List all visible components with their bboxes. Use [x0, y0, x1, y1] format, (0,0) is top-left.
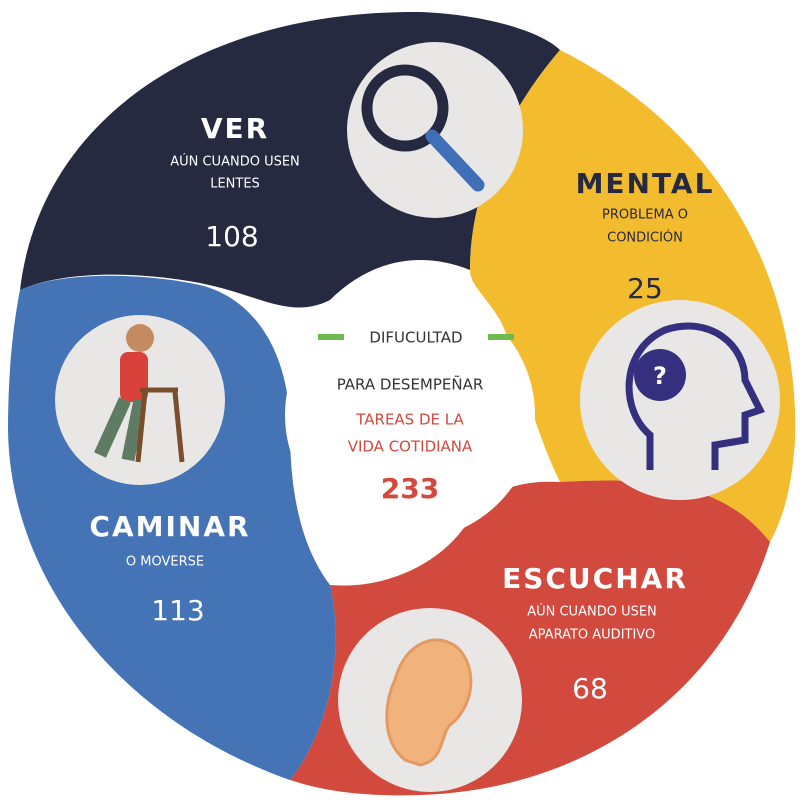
segment-text: PROBLEMA O [602, 208, 688, 223]
center-text: PARA DESEMPEÑAR [337, 375, 484, 394]
segment-text: O MOVERSE [126, 555, 204, 570]
walker-head [126, 324, 154, 352]
center-text: TAREAS DE LA [355, 411, 464, 429]
segment-title: VER [201, 112, 269, 145]
center-text: VIDA COTIDIANA [348, 438, 473, 456]
segment-text: AÚN CUANDO USEN [527, 604, 657, 620]
center-heading: DIFUCULTAD [369, 329, 462, 347]
question-mark: ? [653, 362, 667, 390]
segment-text: LENTES [210, 177, 260, 192]
green-bar [318, 334, 344, 340]
segment-value: 113 [151, 594, 204, 627]
segment-text: APARATO AUDITIVO [529, 628, 655, 643]
segment-text: AÚN CUANDO USEN [170, 154, 300, 170]
segment-title: ESCUCHAR [502, 562, 688, 595]
center-value: 233 [381, 472, 439, 505]
segment-text: CONDICIÓN [607, 230, 683, 246]
page: ? DIFUCULTAD PARA DESEMPEÑAR TAREAS DE L… [0, 0, 803, 800]
segment-value: 68 [572, 672, 608, 705]
segment-title: CAMINAR [89, 510, 250, 543]
segment-value: 25 [627, 272, 663, 305]
infographic: ? DIFUCULTAD PARA DESEMPEÑAR TAREAS DE L… [0, 0, 803, 800]
segment-value: 108 [205, 220, 258, 253]
segment-title: MENTAL [576, 167, 715, 200]
green-bar [488, 334, 514, 340]
